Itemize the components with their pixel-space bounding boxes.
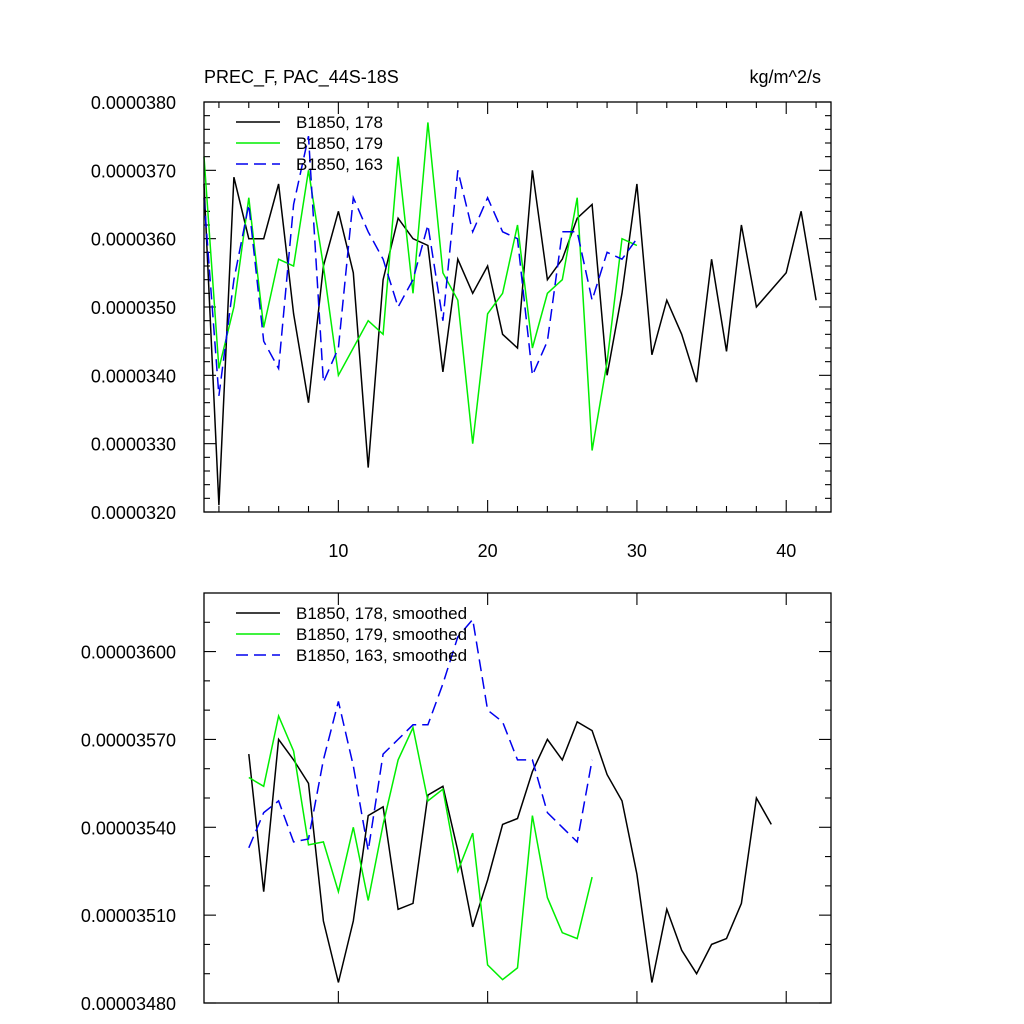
bottom-plot-frame	[203, 592, 832, 1004]
bottom-legend-label-2: B1850, 179, smoothed	[296, 625, 467, 644]
bottom-legend: B1850, 178, smoothed B1850, 179, smoothed…	[236, 604, 467, 665]
top-x-tick-label: 30	[627, 541, 647, 561]
top-x-tick-label: 40	[776, 541, 796, 561]
bottom-y-tick-label: 0.00003540	[81, 818, 176, 838]
top-y-tick-label: 0.0000340	[91, 366, 176, 386]
top-y-tick-label: 0.0000370	[91, 161, 176, 181]
top-legend-label-1: B1850, 178	[296, 113, 383, 132]
bottom-plot-area	[248, 617, 772, 983]
top-chart-units-label: kg/m^2/s	[750, 67, 821, 87]
top-y-tick-label: 0.0000320	[91, 503, 176, 523]
top-y-tick-label: 0.0000360	[91, 230, 176, 250]
bottom-y-tick-label: 0.00003570	[81, 730, 176, 750]
top-axis-ticks: 10 20 30 40 0.0000320 0.0000330 0.0000340 0.000…	[91, 93, 831, 561]
top-legend: B1850, 178 B1850, 179 B1850, 163	[236, 113, 383, 174]
bottom-legend-label-3: B1850, 163, smoothed	[296, 646, 467, 665]
top-legend-label-3: B1850, 163	[296, 155, 383, 174]
bottom-y-tick-label: 0.00003600	[81, 643, 176, 663]
top-y-tick-label: 0.0000330	[91, 435, 176, 455]
top-chart-title: PREC_F, PAC_44S-18S	[204, 67, 399, 88]
top-plot-frame	[203, 101, 832, 513]
top-y-tick-label: 0.0000350	[91, 298, 176, 318]
bottom-series-line-2	[248, 713, 593, 981]
top-x-tick-label: 10	[328, 541, 348, 561]
top-x-tick-label: 20	[478, 541, 498, 561]
top-series-line-2	[203, 122, 638, 451]
bottom-y-tick-label: 0.00003510	[81, 906, 176, 926]
top-legend-label-2: B1850, 179	[296, 134, 383, 153]
bottom-y-tick-label: 0.00003480	[81, 994, 176, 1014]
top-series-line-1	[203, 170, 817, 506]
top-series-line-3	[203, 136, 638, 396]
bottom-series-line-1	[248, 720, 772, 983]
top-panel: PREC_F, PAC_44S-18S kg/m^2/s 10 20 30 40 0.0…	[91, 67, 832, 561]
bottom-panel: 0.00003480 0.00003510 0.00003540 0.00003570…	[81, 592, 832, 1014]
bottom-series-line-3	[248, 617, 593, 851]
top-y-tick-label: 0.0000380	[91, 93, 176, 113]
top-plot-area	[203, 122, 817, 506]
bottom-legend-label-1: B1850, 178, smoothed	[296, 604, 467, 623]
bottom-axis-ticks: 0.00003480 0.00003510 0.00003540 0.00003570…	[81, 593, 831, 1014]
